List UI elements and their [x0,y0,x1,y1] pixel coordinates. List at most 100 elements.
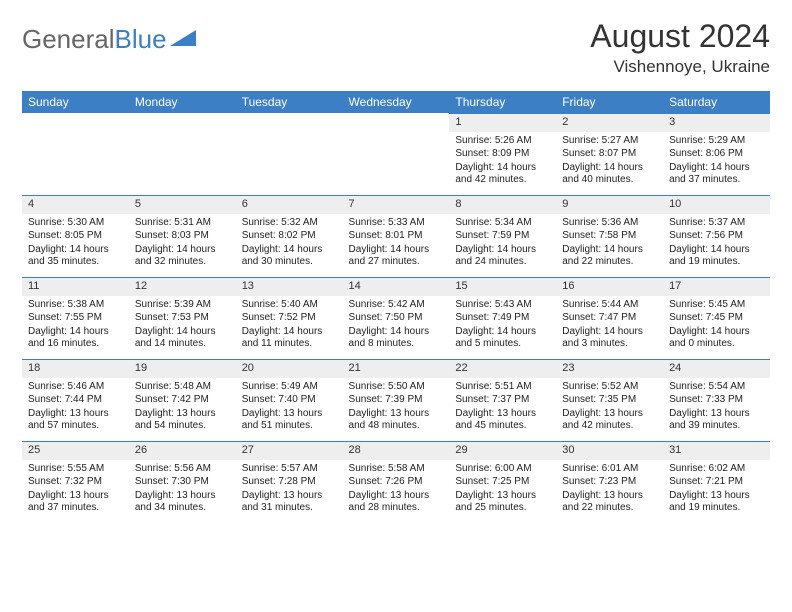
dayname-header: Monday [129,91,236,113]
sunrise-text: Sunrise: 5:40 AM [242,299,337,312]
daylight-text: Daylight: 14 hours and 27 minutes. [349,244,444,269]
calendar-day-cell: 4Sunrise: 5:30 AMSunset: 8:05 PMDaylight… [22,195,129,277]
sunrise-text: Sunrise: 5:27 AM [562,135,657,148]
dayname-row: SundayMondayTuesdayWednesdayThursdayFrid… [22,91,770,113]
sunset-text: Sunset: 7:33 PM [669,394,764,407]
dayname-header: Tuesday [236,91,343,113]
calendar-body: 1Sunrise: 5:26 AMSunset: 8:09 PMDaylight… [22,113,770,523]
sunset-text: Sunset: 7:35 PM [562,394,657,407]
day-number: 18 [22,359,129,378]
sunset-text: Sunset: 8:06 PM [669,148,764,161]
daylight-text: Daylight: 14 hours and 40 minutes. [562,162,657,187]
day-info: Sunrise: 6:02 AMSunset: 7:21 PMDaylight:… [663,463,770,515]
sunset-text: Sunset: 7:56 PM [669,230,764,243]
sunset-text: Sunset: 7:59 PM [455,230,550,243]
calendar-day-cell: 11Sunrise: 5:38 AMSunset: 7:55 PMDayligh… [22,277,129,359]
day-info: Sunrise: 6:00 AMSunset: 7:25 PMDaylight:… [449,463,556,515]
day-info: Sunrise: 5:58 AMSunset: 7:26 PMDaylight:… [343,463,450,515]
day-info: Sunrise: 5:34 AMSunset: 7:59 PMDaylight:… [449,217,556,269]
daylight-text: Daylight: 14 hours and 5 minutes. [455,326,550,351]
day-info: Sunrise: 5:44 AMSunset: 7:47 PMDaylight:… [556,299,663,351]
day-number: 21 [343,359,450,378]
sunset-text: Sunset: 8:09 PM [455,148,550,161]
sunrise-text: Sunrise: 5:52 AM [562,381,657,394]
calendar-day-cell: 6Sunrise: 5:32 AMSunset: 8:02 PMDaylight… [236,195,343,277]
day-info: Sunrise: 5:42 AMSunset: 7:50 PMDaylight:… [343,299,450,351]
day-number [236,113,343,132]
calendar-day-cell: 27Sunrise: 5:57 AMSunset: 7:28 PMDayligh… [236,441,343,523]
sunset-text: Sunset: 7:44 PM [28,394,123,407]
sunrise-text: Sunrise: 5:45 AM [669,299,764,312]
sunrise-text: Sunrise: 5:55 AM [28,463,123,476]
daylight-text: Daylight: 13 hours and 42 minutes. [562,408,657,433]
sunrise-text: Sunrise: 5:48 AM [135,381,230,394]
calendar-day-cell: 14 Sunrise: 5:42 AMSunset: 7:50 PMDayligh… [343,277,450,359]
day-info: Sunrise: 5:57 AMSunset: 7:28 PMDaylight:… [236,463,343,515]
sunrise-text: Sunrise: 5:32 AM [242,217,337,230]
calendar-day-cell: 9Sunrise: 5:36 AMSunset: 7:58 PMDaylight… [556,195,663,277]
daylight-text: Daylight: 13 hours and 28 minutes. [349,490,444,515]
day-info: Sunrise: 5:52 AMSunset: 7:35 PMDaylight:… [556,381,663,433]
day-info: Sunrise: 5:55 AMSunset: 7:32 PMDaylight:… [22,463,129,515]
calendar-day-cell: 28 Sunrise: 5:58 AMSunset: 7:26 PMDayligh… [343,441,450,523]
calendar-day-cell: 26 Sunrise: 5:56 AMSunset: 7:30 PMDayligh… [129,441,236,523]
calendar-day-cell: 16Sunrise: 5:44 AMSunset: 7:47 PMDayligh… [556,277,663,359]
calendar-table: SundayMondayTuesdayWednesdayThursdayFrid… [22,91,770,523]
day-number: 8 [449,195,556,214]
day-number: 20 [236,359,343,378]
sunrise-text: Sunrise: 5:31 AM [135,217,230,230]
daylight-text: Daylight: 13 hours and 19 minutes. [669,490,764,515]
day-number: 6 [236,195,343,214]
day-number: 19 [129,359,236,378]
day-info: Sunrise: 5:56 AMSunset: 7:30 PMDaylight:… [129,463,236,515]
day-number: 9 [556,195,663,214]
sunset-text: Sunset: 7:30 PM [135,476,230,489]
sunrise-text: Sunrise: 5:38 AM [28,299,123,312]
day-info: Sunrise: 5:43 AMSunset: 7:49 PMDaylight:… [449,299,556,351]
sunrise-text: Sunrise: 5:54 AM [669,381,764,394]
day-info: Sunrise: 5:31 AMSunset: 8:03 PMDaylight:… [129,217,236,269]
day-number: 28 [343,441,450,460]
page-title: August 2024 [590,18,770,55]
sunrise-text: Sunrise: 5:43 AM [455,299,550,312]
daylight-text: Daylight: 14 hours and 24 minutes. [455,244,550,269]
sunrise-text: Sunrise: 5:51 AM [455,381,550,394]
sunrise-text: Sunrise: 5:39 AM [135,299,230,312]
sunrise-text: Sunrise: 5:30 AM [28,217,123,230]
daylight-text: Daylight: 13 hours and 51 minutes. [242,408,337,433]
calendar-day-cell: 30Sunrise: 6:01 AMSunset: 7:23 PMDayligh… [556,441,663,523]
sunrise-text: Sunrise: 6:01 AM [562,463,657,476]
calendar-day-cell: 15Sunrise: 5:43 AMSunset: 7:49 PMDayligh… [449,277,556,359]
daylight-text: Daylight: 14 hours and 37 minutes. [669,162,764,187]
sunrise-text: Sunrise: 5:29 AM [669,135,764,148]
sunset-text: Sunset: 7:28 PM [242,476,337,489]
calendar-week-row: 25Sunrise: 5:55 AMSunset: 7:32 PMDayligh… [22,441,770,523]
day-info: Sunrise: 6:01 AMSunset: 7:23 PMDaylight:… [556,463,663,515]
daylight-text: Daylight: 13 hours and 54 minutes. [135,408,230,433]
day-number: 12 [129,277,236,296]
daylight-text: Daylight: 14 hours and 30 minutes. [242,244,337,269]
header: GeneralBlue August 2024 Vishennoye, Ukra… [22,18,770,77]
day-number: 26 [129,441,236,460]
day-number: 25 [22,441,129,460]
calendar-day-cell: 19Sunrise: 5:48 AMSunset: 7:42 PMDayligh… [129,359,236,441]
calendar-day-cell: 29Sunrise: 6:00 AMSunset: 7:25 PMDayligh… [449,441,556,523]
day-info: Sunrise: 5:26 AMSunset: 8:09 PMDaylight:… [449,135,556,187]
sunrise-text: Sunrise: 5:36 AM [562,217,657,230]
sunset-text: Sunset: 7:32 PM [28,476,123,489]
sunset-text: Sunset: 7:23 PM [562,476,657,489]
calendar-day-cell: 31Sunrise: 6:02 AMSunset: 7:21 PMDayligh… [663,441,770,523]
calendar-week-row: 1Sunrise: 5:26 AMSunset: 8:09 PMDaylight… [22,113,770,195]
calendar-day-cell: 2Sunrise: 5:27 AMSunset: 8:07 PMDaylight… [556,113,663,195]
day-number: 14 [343,277,450,296]
day-info: Sunrise: 5:37 AMSunset: 7:56 PMDaylight:… [663,217,770,269]
sunrise-text: Sunrise: 6:02 AM [669,463,764,476]
daylight-text: Daylight: 13 hours and 34 minutes. [135,490,230,515]
sunrise-text: Sunrise: 5:57 AM [242,463,337,476]
sunset-text: Sunset: 7:49 PM [455,312,550,325]
day-number: 4 [22,195,129,214]
day-number [129,113,236,132]
dayname-header: Friday [556,91,663,113]
daylight-text: Daylight: 13 hours and 45 minutes. [455,408,550,433]
day-number [343,113,450,132]
